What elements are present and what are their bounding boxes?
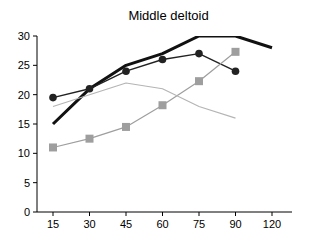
x-tick-label: 45	[120, 218, 132, 230]
y-tick-label: 20	[18, 89, 30, 101]
y-tick-label: 15	[18, 118, 30, 130]
x-tick	[199, 212, 200, 216]
chart-svg: Middle deltoid 0 5 10 15 20 25 30 15 30 45 60 75 90 12…	[0, 0, 316, 242]
x-tick	[272, 212, 273, 216]
y-tick	[33, 94, 37, 95]
x-axis-line	[37, 212, 292, 213]
y-tick	[33, 124, 37, 125]
series-marker	[232, 48, 240, 56]
series-marker	[122, 67, 130, 75]
y-tick	[33, 153, 37, 154]
y-tick-label: 5	[24, 177, 30, 189]
x-tick-label: 30	[83, 218, 95, 230]
x-tick-label: 90	[229, 218, 241, 230]
y-tick	[33, 182, 37, 183]
series-marker	[86, 135, 94, 143]
chart-title: Middle deltoid	[128, 8, 208, 23]
series-marker	[195, 50, 203, 58]
y-tick	[33, 212, 37, 213]
series-line	[53, 83, 236, 118]
series-marker	[232, 67, 240, 75]
series-marker	[49, 94, 57, 102]
series-marker	[159, 56, 167, 64]
x-tick	[89, 212, 90, 216]
series-line	[53, 54, 236, 98]
y-tick	[33, 65, 37, 66]
y-tick-label: 30	[18, 30, 30, 42]
series-line	[53, 36, 272, 124]
series-marker	[159, 101, 167, 109]
x-tick	[126, 212, 127, 216]
y-tick-label: 25	[18, 59, 30, 71]
y-tick-label: 0	[24, 206, 30, 218]
y-tick-label: 10	[18, 147, 30, 159]
series-line	[53, 52, 236, 148]
x-tick-label: 75	[193, 218, 205, 230]
y-tick	[33, 36, 37, 37]
x-tick	[53, 212, 54, 216]
x-tick-label: 60	[156, 218, 168, 230]
series-marker	[49, 143, 57, 151]
plot-area	[49, 36, 272, 151]
chart-container: Middle deltoid 0 5 10 15 20 25 30 15 30 45 60 75 90 12…	[0, 0, 316, 242]
series-marker	[86, 85, 94, 93]
x-tick-label: 15	[47, 218, 59, 230]
x-tick	[162, 212, 163, 216]
x-tick-label: 120	[263, 218, 281, 230]
series-marker	[195, 77, 203, 85]
series-marker	[122, 123, 130, 131]
x-tick	[235, 212, 236, 216]
